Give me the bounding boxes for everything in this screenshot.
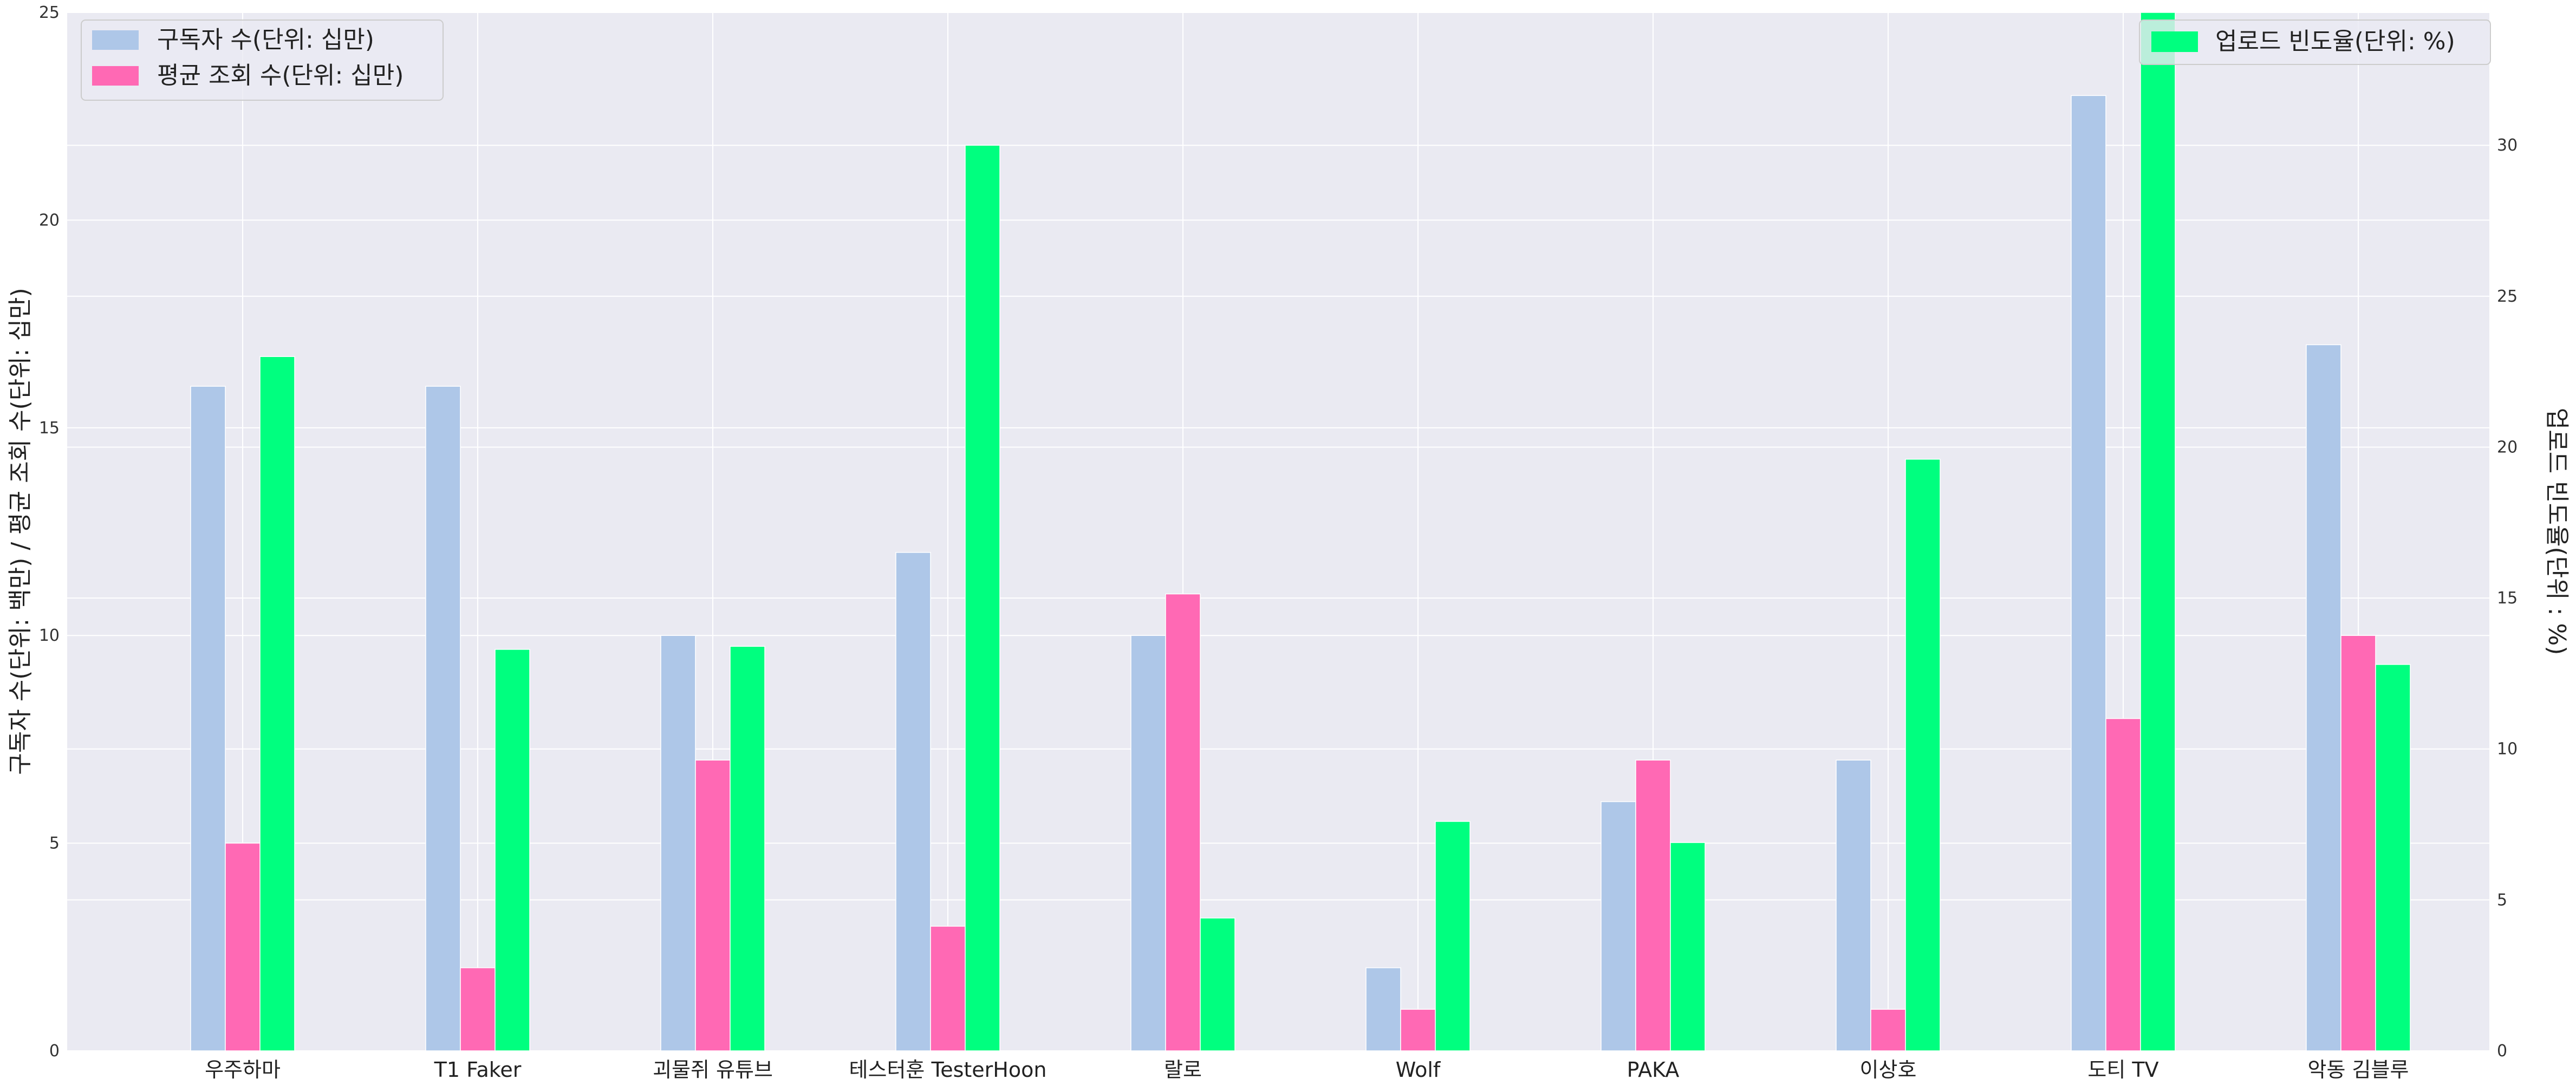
- bar: [1400, 1009, 1436, 1051]
- bar: [695, 759, 731, 1051]
- bar: [460, 967, 496, 1051]
- bar: [495, 649, 530, 1051]
- y-tick-label: 20: [39, 211, 60, 230]
- x-tick-label: PAKA: [1627, 1058, 1680, 1082]
- y2-tick-label: 0: [2497, 1042, 2507, 1061]
- bar: [1601, 801, 1636, 1051]
- legend-swatch: [92, 66, 139, 86]
- legend-label: 업로드 빈도율(단위: %): [2215, 28, 2455, 55]
- bar: [895, 552, 931, 1051]
- bar: [930, 926, 966, 1051]
- bar: [1635, 759, 1671, 1051]
- y2-tick-label: 15: [2497, 589, 2518, 608]
- x-tick-label: 악동 김블루: [2308, 1058, 2409, 1082]
- bar: [2306, 344, 2341, 1051]
- bar: [1165, 593, 1201, 1051]
- bar: [2340, 635, 2376, 1051]
- bar: [730, 646, 765, 1051]
- bar: [1905, 459, 1941, 1051]
- bar: [225, 842, 261, 1051]
- x-tick-label: 괴물쥐 유튜브: [653, 1058, 773, 1082]
- bar: [259, 356, 295, 1051]
- x-tick-label: 랄로: [1164, 1058, 1202, 1082]
- bar: [1870, 1009, 1906, 1051]
- y-tick-label: 5: [49, 834, 60, 853]
- y2-tick-label: 10: [2497, 740, 2518, 759]
- y-tick-label: 10: [39, 626, 60, 645]
- y-tick-label: 0: [49, 1042, 60, 1061]
- bar: [1836, 759, 1871, 1051]
- bar: [2375, 664, 2411, 1051]
- bar: [660, 635, 696, 1051]
- x-tick-label: Wolf: [1396, 1058, 1441, 1082]
- bar: [1365, 967, 1401, 1051]
- bar: [1130, 635, 1166, 1051]
- bar: [2105, 718, 2141, 1051]
- x-tick-label: 테스터훈 TesterHoon: [849, 1058, 1047, 1082]
- y2-tick-label: 30: [2497, 136, 2518, 155]
- legend-frame: [81, 20, 444, 101]
- bar: [1200, 918, 1235, 1051]
- bar: [1435, 821, 1471, 1051]
- y-tick-label: 25: [39, 3, 60, 22]
- y2-tick-label: 20: [2497, 438, 2518, 457]
- y2-tick-label: 5: [2497, 890, 2507, 909]
- x-tick-label: 우주하마: [205, 1058, 281, 1082]
- legend-swatch: [2151, 31, 2198, 52]
- legend-frame: [2139, 20, 2491, 65]
- bar: [425, 386, 461, 1051]
- y2-axis-label: 업로드 빈도율(단위 : %): [2543, 408, 2571, 655]
- y-axis-label: 구독자 수(단위: 백만) / 평균 조회 수(단위: 십만): [6, 288, 34, 775]
- legend-label: 평균 조회 수(단위: 십만): [157, 62, 404, 89]
- bar: [2140, 12, 2176, 1051]
- legend-left: 구독자 수(단위: 십만) 평균 조회 수(단위: 십만): [81, 20, 444, 101]
- bar: [1670, 842, 1706, 1051]
- y2-tick-label: 25: [2497, 287, 2518, 306]
- legend-swatch: [92, 30, 139, 50]
- bar: [2071, 95, 2106, 1051]
- y-tick-label: 15: [39, 419, 60, 438]
- bar: [965, 145, 1000, 1051]
- legend-label: 구독자 수(단위: 십만): [157, 26, 374, 54]
- legend-right: 업로드 빈도율(단위: %): [2139, 20, 2491, 65]
- x-tick-label: 도티 TV: [2087, 1058, 2158, 1082]
- x-tick-label: 이상호: [1860, 1058, 1917, 1082]
- x-tick-label: T1 Faker: [434, 1058, 522, 1082]
- bar: [190, 386, 226, 1051]
